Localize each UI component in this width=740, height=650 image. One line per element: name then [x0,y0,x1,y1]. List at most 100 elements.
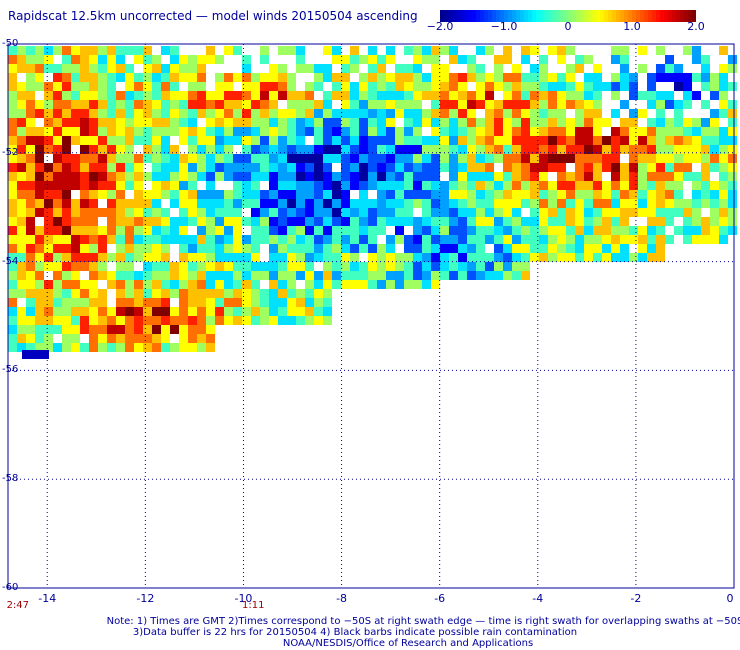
wind-cell [179,190,188,199]
wind-cell [152,316,161,325]
wind-cell [179,298,188,307]
wind-cell [44,172,53,181]
wind-cell [143,82,152,91]
wind-cell [566,208,575,217]
wind-cell [566,199,575,208]
wind-cell [251,73,260,82]
wind-cell [647,181,656,190]
wind-cell [611,208,620,217]
wind-cell [170,226,179,235]
wind-cell [89,127,98,136]
wind-cell [638,190,647,199]
wind-cell [161,226,170,235]
wind-cell [44,199,53,208]
wind-cell [233,136,242,145]
wind-cell [359,181,368,190]
wind-cell [422,163,431,172]
wind-cell [728,109,737,118]
wind-cell [305,262,314,271]
wind-cell [593,145,602,154]
wind-cell [602,154,611,163]
wind-cell [71,91,80,100]
wind-cell [377,73,386,82]
wind-cell [44,55,53,64]
wind-cell [539,73,548,82]
wind-cell [278,307,287,316]
wind-cell [413,235,422,244]
wind-cell [611,109,620,118]
wind-cell [422,244,431,253]
colorbar-segment [456,10,461,22]
wind-cell [314,163,323,172]
wind-cell [458,118,467,127]
wind-cell [638,235,647,244]
wind-cell [62,55,71,64]
wind-cell [332,136,341,145]
wind-cell [287,262,296,271]
wind-cell [116,145,125,154]
wind-cell [557,163,566,172]
wind-cell [287,289,296,298]
wind-cell [449,46,458,55]
wind-cell [332,154,341,163]
wind-cell [125,109,134,118]
wind-cell [494,64,503,73]
wind-cell [35,154,44,163]
wind-cell [548,235,557,244]
wind-cell [701,100,710,109]
wind-cell [440,145,449,154]
wind-cell [575,145,584,154]
wind-cell [206,235,215,244]
wind-cell [422,55,431,64]
wind-cell [152,55,161,64]
colorbar [440,10,696,22]
wind-cell [350,262,359,271]
wind-cell [242,235,251,244]
wind-cell [431,64,440,73]
wind-cell [629,253,638,262]
wind-cell [647,91,656,100]
wind-cell [467,262,476,271]
wind-cell [323,244,332,253]
wind-cell [368,271,377,280]
wind-cell [656,163,665,172]
wind-cell [305,154,314,163]
wind-cell [440,199,449,208]
wind-cell [323,271,332,280]
wind-cell [107,46,116,55]
wind-cell [710,226,719,235]
wind-cell [476,190,485,199]
wind-cell [539,226,548,235]
wind-cell [683,208,692,217]
wind-cell [584,55,593,64]
wind-cell [476,46,485,55]
wind-cell [179,109,188,118]
wind-cell [341,208,350,217]
wind-cell [728,145,737,154]
wind-cell [476,73,485,82]
wind-cell [305,280,314,289]
latitude-label: -50 [2,38,19,49]
wind-cell [692,172,701,181]
wind-cell [71,334,80,343]
wind-cell [386,145,395,154]
wind-cell [503,46,512,55]
wind-cell [476,91,485,100]
wind-cell [368,73,377,82]
wind-cell [215,172,224,181]
wind-cell [152,244,161,253]
wind-cell [89,271,98,280]
wind-cell [305,145,314,154]
wind-cell [368,217,377,226]
wind-cell [260,208,269,217]
wind-cell [116,271,125,280]
wind-cell [575,91,584,100]
wind-cell [377,181,386,190]
wind-cell [8,298,17,307]
wind-cell [386,127,395,136]
wind-cell [377,55,386,64]
wind-cell [341,190,350,199]
wind-cell [314,316,323,325]
wind-cell [287,91,296,100]
wind-cell [188,118,197,127]
